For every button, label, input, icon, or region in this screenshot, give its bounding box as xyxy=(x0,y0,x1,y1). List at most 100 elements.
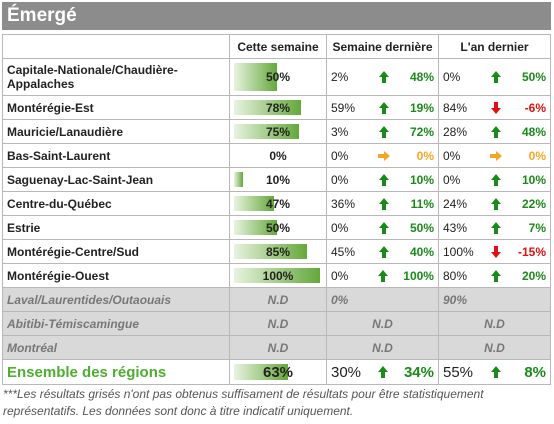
share-value: 84% xyxy=(443,100,468,115)
share-value: 0% xyxy=(331,172,349,187)
this-week-value: 63% xyxy=(262,363,294,381)
this-week-cell: 10% xyxy=(229,167,327,192)
share-value: 30% xyxy=(331,363,362,381)
compare-group: 59% 19% xyxy=(331,101,434,115)
trend-arrow xyxy=(378,245,389,258)
this-week-cell: 47% xyxy=(229,191,327,216)
trend-arrow xyxy=(490,197,501,210)
share-value: 55% xyxy=(443,363,474,381)
share-value: 100% xyxy=(443,244,474,259)
share-value: 59% xyxy=(331,100,356,115)
compare-cell: 0% 0% xyxy=(326,143,439,168)
this-week-cell: 50% xyxy=(229,58,327,96)
region-row: Centre-du-Québec 47% 36% 11% 24% 22% xyxy=(2,191,551,216)
region-name: Estrie xyxy=(2,215,230,240)
region-name: Centre-du-Québec xyxy=(2,191,230,216)
change-value: 19% xyxy=(409,100,434,115)
compare-group: 100% -15% xyxy=(443,245,546,259)
trend-arrow xyxy=(490,269,501,282)
this-week-value: 100% xyxy=(262,268,294,283)
compare-group: 2% 48% xyxy=(331,70,434,84)
region-name: Abitibi-Témiscamingue xyxy=(2,311,230,336)
change-value: 34% xyxy=(403,363,434,381)
compare-group: 3% 72% xyxy=(331,125,434,139)
share-value: 0% xyxy=(443,148,461,163)
change-value: 7% xyxy=(528,220,546,235)
compare-group: 28% 48% xyxy=(443,125,546,139)
compare-cell: 43% 7% xyxy=(438,215,551,240)
compare-group: 55% 8% xyxy=(443,364,546,381)
grayed-row: Laval/Laurentides/Outaouais N.D 0% 90% xyxy=(2,287,551,312)
share-value: 0% xyxy=(331,268,349,283)
share-value: 43% xyxy=(443,220,468,235)
compare-cell: 24% 22% xyxy=(438,191,551,216)
grayed-value: N.D xyxy=(229,311,327,336)
trend-arrow xyxy=(490,366,501,378)
compare-cell: 30% 34% xyxy=(326,359,439,385)
region-row: Mauricie/Lanaudière 75% 3% 72% 28% 48% xyxy=(2,119,551,144)
banner-title: Émergé xyxy=(2,2,551,30)
grayed-value: N.D xyxy=(326,335,439,360)
compare-group: 0% 0% xyxy=(443,149,546,163)
this-week-cell: 0% xyxy=(229,143,327,168)
region-name: Montréal xyxy=(2,335,230,360)
data-bar xyxy=(234,364,289,380)
region-name: Ensemble des régions xyxy=(2,359,230,385)
this-week-cell: 50% xyxy=(229,215,327,240)
share-value: 24% xyxy=(443,196,468,211)
region-row: Capitale-Nationale/Chaudière-Appalaches 5… xyxy=(2,58,551,96)
compare-group: 0% 100% xyxy=(331,269,434,283)
grayed-value: 0% xyxy=(326,287,439,312)
compare-group: 30% 34% xyxy=(331,364,434,381)
compare-cell: 55% 8% xyxy=(438,359,551,385)
compare-group: 24% 22% xyxy=(443,197,546,211)
region-row: Estrie 50% 0% 50% 43% 7% xyxy=(2,215,551,240)
change-value: 22% xyxy=(521,196,546,211)
this-week-value: 10% xyxy=(265,172,291,187)
this-week-value: 50% xyxy=(265,70,291,84)
this-week-cell: 63% xyxy=(229,359,327,385)
share-value: 36% xyxy=(331,196,356,211)
trend-arrow xyxy=(378,269,389,282)
footnote: ***Les résultats grisés n'ont pas obtenu… xyxy=(3,387,484,418)
trend-arrow xyxy=(378,125,389,138)
compare-group: 0% 10% xyxy=(443,173,546,187)
region-table: Cette semaine Semaine dernière L'an dernie… xyxy=(2,34,551,385)
data-bar xyxy=(234,63,277,91)
change-value: 72% xyxy=(409,124,434,139)
column-header: Cette semaine xyxy=(229,34,327,59)
column-header: Semaine dernière xyxy=(326,34,439,59)
trend-arrow xyxy=(378,71,389,83)
grayed-value: N.D xyxy=(229,287,327,312)
compare-group: 84% -6% xyxy=(443,101,546,115)
share-value: 0% xyxy=(443,172,461,187)
compare-group: 0% 50% xyxy=(443,70,546,84)
share-value: 80% xyxy=(443,268,468,283)
header-row: Cette semaine Semaine dernière L'an dernie… xyxy=(2,34,551,59)
region-name: Mauricie/Lanaudière xyxy=(2,119,230,144)
grayed-value: N.D xyxy=(438,311,551,336)
this-week-value: 85% xyxy=(265,244,291,259)
this-week-cell: 78% xyxy=(229,95,327,120)
share-value: 3% xyxy=(331,124,349,139)
change-value: 40% xyxy=(409,244,434,259)
change-value: 8% xyxy=(524,363,546,381)
share-value: 45% xyxy=(331,244,356,259)
compare-cell: 2% 48% xyxy=(326,58,439,96)
region-row: Montérégie-Centre/Sud 85% 45% 40% 100% -15% xyxy=(2,239,551,264)
change-value: 10% xyxy=(409,172,434,187)
trend-arrow xyxy=(378,173,389,186)
grayed-value: 90% xyxy=(438,287,551,312)
region-name: Montérégie-Ouest xyxy=(2,263,230,288)
this-week-value: 78% xyxy=(265,100,291,115)
trend-arrow xyxy=(378,101,389,114)
compare-cell: 0% 10% xyxy=(438,167,551,192)
compare-cell: 0% 10% xyxy=(326,167,439,192)
share-value: 28% xyxy=(443,124,468,139)
change-value: 48% xyxy=(409,70,434,84)
compare-cell: 84% -6% xyxy=(438,95,551,120)
grayed-value: N.D xyxy=(229,335,327,360)
trend-arrow xyxy=(490,173,501,186)
region-row: Montérégie-Est 78% 59% 19% 84% -6% xyxy=(2,95,551,120)
